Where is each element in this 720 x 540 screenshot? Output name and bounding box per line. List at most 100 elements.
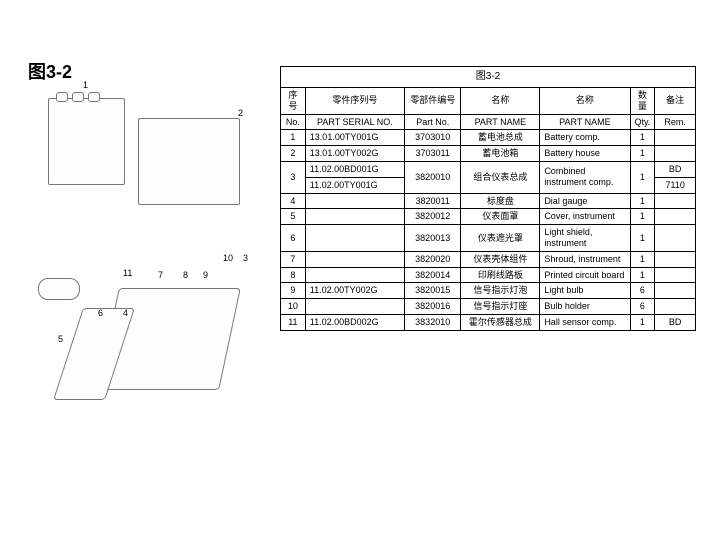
diagram-label-7: 7 xyxy=(158,270,163,280)
cell-name-cn: 信号指示灯泡 xyxy=(461,283,540,299)
cell-rem xyxy=(655,283,696,299)
cell-name-cn: 标度盘 xyxy=(461,193,540,209)
cell-name-cn: 仪表遮光罩 xyxy=(461,225,540,252)
exploded-diagram: 1 2 3 4 5 6 7 8 9 10 11 xyxy=(28,78,268,448)
cell-no: 7 xyxy=(281,251,306,267)
cell-rem xyxy=(655,267,696,283)
cell-qty: 1 xyxy=(630,193,655,209)
cell-no: 1 xyxy=(281,130,306,146)
table-row: 1 13.01.00TY001G 3703010 蓄电池总成 Battery c… xyxy=(281,130,696,146)
hdr-namecn-en: PART NAME xyxy=(461,114,540,130)
cell-serial: 13.01.00TY001G xyxy=(305,130,404,146)
cell-qty: 1 xyxy=(630,225,655,252)
cell-part: 3820010 xyxy=(405,161,461,193)
cell-serial: 11.02.00BD002G xyxy=(305,314,404,330)
cell-name-en: Combined instrument comp. xyxy=(540,161,630,193)
cell-rem: BD xyxy=(655,314,696,330)
cell-qty: 6 xyxy=(630,299,655,315)
cell-name-cn: 霍尔传感器总成 xyxy=(461,314,540,330)
hdr-no-en: No. xyxy=(281,114,306,130)
cell-serial: 13.01.00TY002G xyxy=(305,146,404,162)
cell-serial: 11.02.00TY002G xyxy=(305,283,404,299)
cell-rem xyxy=(655,193,696,209)
cell-rem xyxy=(655,146,696,162)
cell-part: 3820014 xyxy=(405,267,461,283)
cell-name-en: Hall sensor comp. xyxy=(540,314,630,330)
cell-part: 3703010 xyxy=(405,130,461,146)
hdr-namecn-cn: 名称 xyxy=(461,88,540,115)
hdr-nameen-en: PART NAME xyxy=(540,114,630,130)
table-row: 7 3820020 仪表壳体组件 Shroud, instrument 1 xyxy=(281,251,696,267)
diagram-label-8: 8 xyxy=(183,270,188,280)
table-caption: 图3-2 xyxy=(281,67,696,88)
diagram-label-4: 4 xyxy=(123,308,128,318)
cell-name-cn: 仪表壳体组件 xyxy=(461,251,540,267)
cell-serial xyxy=(305,209,404,225)
cell-name-cn: 蓄电池箱 xyxy=(461,146,540,162)
table-header-row-cn: 序号 零件序列号 零部件编号 名称 名称 数量 备注 xyxy=(281,88,696,115)
cell-qty: 1 xyxy=(630,161,655,193)
hdr-rem-cn: 备注 xyxy=(655,88,696,115)
hdr-serial-en: PART SERIAL NO. xyxy=(305,114,404,130)
cell-qty: 6 xyxy=(630,283,655,299)
hdr-qty-en: Qty. xyxy=(630,114,655,130)
cell-serial: 11.02.00TY001G xyxy=(305,177,404,193)
cell-no: 3 xyxy=(281,161,306,193)
cell-qty: 1 xyxy=(630,251,655,267)
cell-rem xyxy=(655,299,696,315)
hdr-part-en: Part No. xyxy=(405,114,461,130)
table-caption-row: 图3-2 xyxy=(281,67,696,88)
diagram-part-11 xyxy=(38,278,80,300)
cell-name-cn: 组合仪表总成 xyxy=(461,161,540,193)
cell-no: 2 xyxy=(281,146,306,162)
table-row: 8 3820014 印刷线路板 Printed circuit board 1 xyxy=(281,267,696,283)
diagram-detail xyxy=(88,92,100,102)
hdr-part-cn: 零部件编号 xyxy=(405,88,461,115)
table-row: 5 3820012 仪表面罩 Cover, instrument 1 xyxy=(281,209,696,225)
diagram-part-2 xyxy=(138,118,240,205)
cell-name-en: Shroud, instrument xyxy=(540,251,630,267)
diagram-label-3: 3 xyxy=(243,253,248,263)
cell-name-cn: 印刷线路板 xyxy=(461,267,540,283)
table-row: 10 3820016 信号指示灯座 Bulb holder 6 xyxy=(281,299,696,315)
cell-name-en: Light shield, instrument xyxy=(540,225,630,252)
hdr-nameen-cn: 名称 xyxy=(540,88,630,115)
cell-name-en: Battery comp. xyxy=(540,130,630,146)
hdr-rem-en: Rem. xyxy=(655,114,696,130)
parts-table: 图3-2 序号 零件序列号 零部件编号 名称 名称 数量 备注 No. PART… xyxy=(280,66,696,331)
table-row: 4 3820011 标度盘 Dial gauge 1 xyxy=(281,193,696,209)
diagram-part-1 xyxy=(48,98,125,185)
diagram-label-1: 1 xyxy=(83,80,88,90)
cell-part: 3820015 xyxy=(405,283,461,299)
cell-rem xyxy=(655,130,696,146)
hdr-qty-cn: 数量 xyxy=(630,88,655,115)
cell-rem: 7110 xyxy=(655,177,696,193)
table-row: 9 11.02.00TY002G 3820015 信号指示灯泡 Light bu… xyxy=(281,283,696,299)
cell-serial xyxy=(305,267,404,283)
cell-qty: 1 xyxy=(630,314,655,330)
cell-rem: BD xyxy=(655,161,696,177)
cell-serial xyxy=(305,193,404,209)
diagram-label-6: 6 xyxy=(98,308,103,318)
table-header-row-en: No. PART SERIAL NO. Part No. PART NAME P… xyxy=(281,114,696,130)
diagram-label-10: 10 xyxy=(223,253,233,263)
cell-no: 10 xyxy=(281,299,306,315)
cell-serial: 11.02.00BD001G xyxy=(305,161,404,177)
cell-rem xyxy=(655,225,696,252)
cell-no: 5 xyxy=(281,209,306,225)
cell-qty: 1 xyxy=(630,209,655,225)
diagram-label-2: 2 xyxy=(238,108,243,118)
cell-no: 11 xyxy=(281,314,306,330)
cell-part: 3832010 xyxy=(405,314,461,330)
cell-part: 3820012 xyxy=(405,209,461,225)
cell-rem xyxy=(655,251,696,267)
diagram-label-11: 11 xyxy=(123,268,132,278)
cell-no: 6 xyxy=(281,225,306,252)
table-row: 6 3820013 仪表遮光罩 Light shield, instrument… xyxy=(281,225,696,252)
cell-rem xyxy=(655,209,696,225)
cell-name-en: Cover, instrument xyxy=(540,209,630,225)
cell-name-en: Dial gauge xyxy=(540,193,630,209)
diagram-detail xyxy=(72,92,84,102)
cell-qty: 1 xyxy=(630,267,655,283)
table-row: 11 11.02.00BD002G 3832010 霍尔传感器总成 Hall s… xyxy=(281,314,696,330)
